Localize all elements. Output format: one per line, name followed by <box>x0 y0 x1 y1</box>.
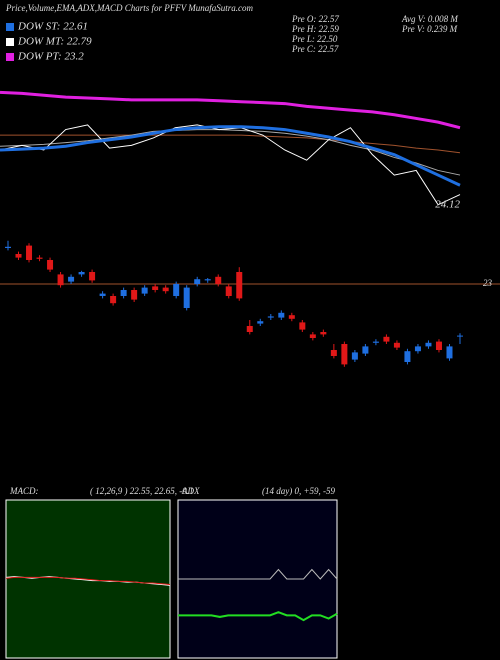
candle-body <box>309 334 316 338</box>
candle-body <box>341 344 348 365</box>
info-text: Pre L: 22.50 <box>291 34 338 44</box>
info-text: Avg V: 0.008 M <box>401 14 458 24</box>
info-text: Pre O: 22.57 <box>291 14 339 24</box>
candle-body <box>246 326 253 332</box>
candle-body <box>393 342 400 348</box>
candle-body <box>78 272 85 275</box>
candle-body <box>99 293 106 296</box>
candle-body <box>320 332 327 335</box>
candle-body <box>89 272 96 281</box>
candle-body <box>110 296 117 304</box>
candle-body <box>36 257 43 259</box>
series-line <box>0 129 461 176</box>
candle-body <box>57 274 64 286</box>
candle-body <box>141 287 148 294</box>
candle-body <box>299 322 306 330</box>
series-line <box>0 125 461 187</box>
legend-label: DOW PT: 23.2 <box>17 51 84 63</box>
candle-body <box>257 321 264 324</box>
candle-body <box>425 342 432 347</box>
legend-label: DOW MT: 22.79 <box>17 36 92 48</box>
series-line <box>0 90 461 130</box>
candle-body <box>278 312 285 318</box>
candle-body <box>152 286 159 290</box>
series-line <box>0 124 461 206</box>
candle-body <box>173 284 180 296</box>
legend-swatch <box>6 23 14 31</box>
panel-label: ADX <box>181 486 200 496</box>
candle-body <box>457 335 463 337</box>
candle-body <box>183 287 190 308</box>
candle-body <box>446 346 453 359</box>
candle-body <box>131 290 138 300</box>
candle-body <box>215 276 222 284</box>
series-line <box>178 568 338 580</box>
info-text: Pre V: 0.239 M <box>401 24 458 34</box>
series-line <box>0 134 461 154</box>
panel-label: MACD: <box>9 486 39 496</box>
candle-body <box>414 346 421 352</box>
candle-body <box>372 341 379 343</box>
legend-label: DOW ST: 22.61 <box>17 21 88 33</box>
candle-body <box>236 272 243 299</box>
info-text: Pre C: 22.57 <box>291 44 339 54</box>
candle-body <box>362 346 369 354</box>
series-line <box>5 576 171 586</box>
candle-body <box>288 315 295 319</box>
candle-body <box>351 352 358 360</box>
candle-body <box>194 279 201 284</box>
candle-body <box>435 341 442 350</box>
annotation: 24.12 <box>435 198 460 210</box>
panel-params: ( 12,26,9 ) 22.55, 22.65, -0.1 <box>90 486 194 496</box>
candle-body <box>267 316 274 318</box>
series-line <box>178 611 338 622</box>
candle-body <box>26 245 33 260</box>
candle-body <box>330 350 337 356</box>
candle-body <box>383 336 390 342</box>
candle-body <box>404 351 411 362</box>
legend-swatch <box>6 53 14 61</box>
candle-body <box>47 260 54 270</box>
legend-swatch <box>6 38 14 46</box>
candle-body <box>5 246 11 248</box>
candle-body <box>68 276 75 282</box>
chart-title: Price,Volume,EMA,ADX,MACD Charts for PFF… <box>5 3 254 13</box>
candle-body <box>120 290 127 296</box>
candle-body <box>15 254 22 258</box>
candle-body <box>162 287 169 292</box>
candle-body <box>225 286 232 296</box>
panel-params: (14 day) 0, +59, -59 <box>262 486 336 496</box>
candle-body <box>204 279 211 281</box>
info-text: Pre H: 22.59 <box>291 24 339 34</box>
reference-label: 23 <box>483 278 493 288</box>
